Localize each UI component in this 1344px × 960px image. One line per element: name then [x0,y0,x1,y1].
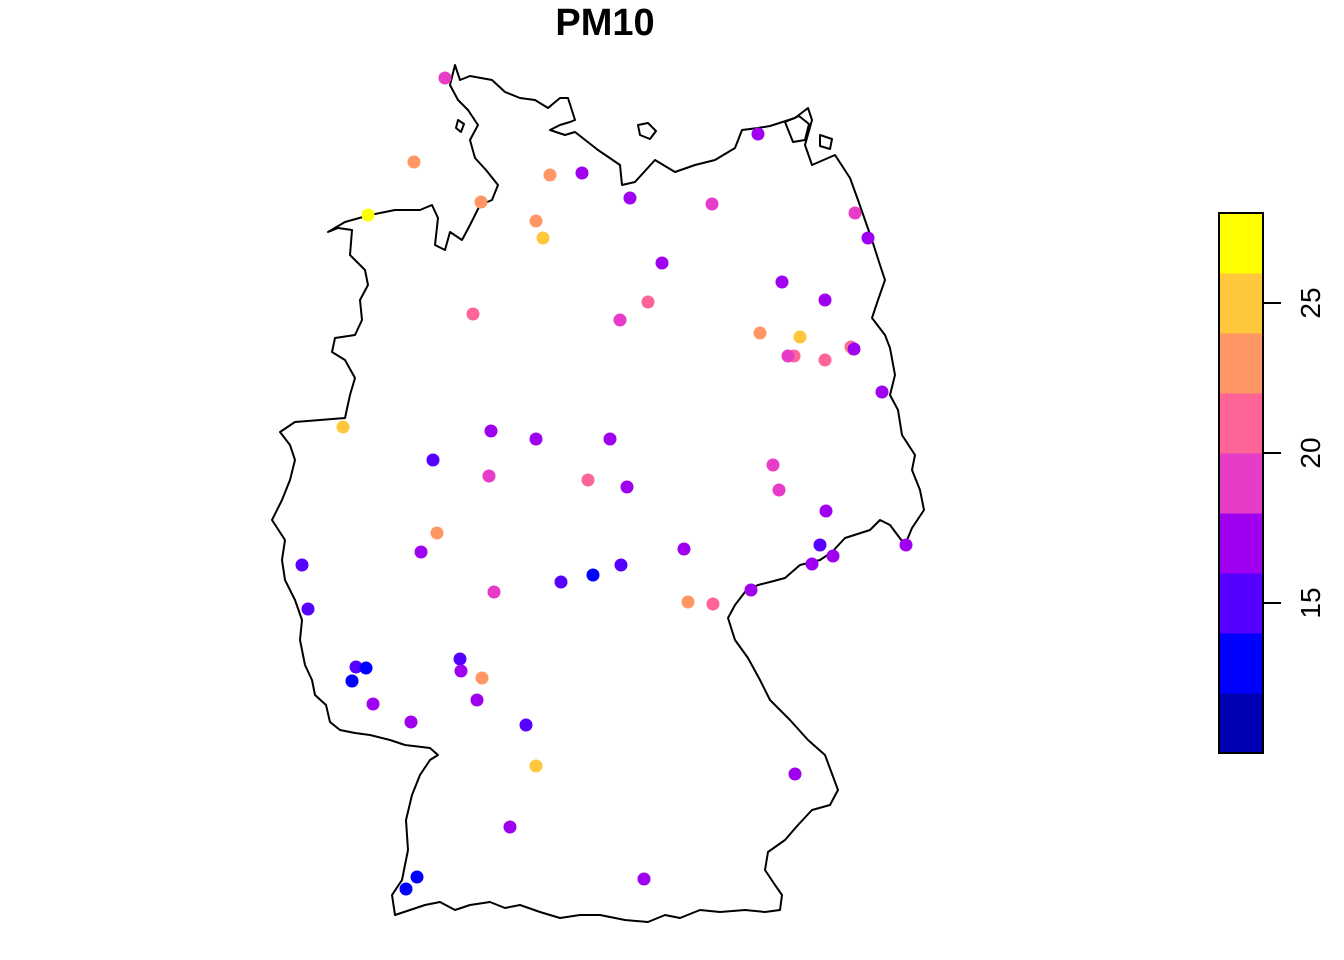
germany-border-outline [271,64,925,923]
station-point [487,585,501,599]
station-point [614,558,628,572]
station-point [603,432,617,446]
station-point [766,458,780,472]
legend-frame [1218,212,1264,754]
station-point [426,453,440,467]
station-point [482,469,496,483]
island-outline [637,122,657,140]
station-point [677,542,691,556]
station-point [470,693,484,707]
station-point [847,342,861,356]
station-point [818,293,832,307]
station-point [519,718,533,732]
station-point [453,652,467,666]
station-point [641,295,655,309]
legend-color-bin [1219,273,1263,334]
station-point [875,385,889,399]
station-point [404,715,418,729]
legend-color-bin [1219,213,1263,274]
station-point [474,195,488,209]
legend-color-bin [1219,693,1263,754]
station-point [536,231,550,245]
station-point [475,671,489,685]
color-legend: 15 20 25 [1218,212,1326,754]
station-point [466,307,480,321]
station-point [706,597,720,611]
station-point [295,558,309,572]
island-outline [784,115,810,143]
island-outline [455,119,465,133]
station-point [826,549,840,563]
station-point [529,432,543,446]
station-point [772,483,786,497]
station-point [349,660,363,674]
station-point [301,602,315,616]
station-point [751,127,765,141]
station-point [407,155,421,169]
station-point [554,575,568,589]
germany-border [271,64,925,923]
station-point [399,882,413,896]
map-title: PM10 [555,2,655,44]
station-point [345,674,359,688]
station-point [438,71,452,85]
legend-tick-label: 15 [1295,587,1326,618]
station-point [613,313,627,327]
island-outline [819,134,833,150]
station-point [781,349,795,363]
station-point [575,166,589,180]
station-point [543,168,557,182]
station-point [430,526,444,540]
station-point [775,275,789,289]
station-points [295,71,913,896]
station-point [705,197,719,211]
legend-color-bin [1219,573,1263,634]
station-point [819,504,833,518]
legend-tick-label: 20 [1295,437,1326,468]
station-point [410,870,424,884]
station-point [805,557,819,571]
station-point [681,595,695,609]
legend-color-bin [1219,513,1263,574]
station-point [454,664,468,678]
legend-color-bin [1219,633,1263,694]
station-point [788,767,802,781]
station-point [744,583,758,597]
station-point [848,206,862,220]
station-point [793,330,807,344]
station-point [414,545,428,559]
station-point [366,697,380,711]
station-point [637,872,651,886]
station-point [753,326,767,340]
station-point [623,191,637,205]
legend-color-bin [1219,333,1263,394]
station-point [586,568,600,582]
legend-color-bin [1219,393,1263,454]
station-point [861,231,875,245]
station-point [813,538,827,552]
station-point [620,480,634,494]
station-point [581,473,595,487]
station-point [529,759,543,773]
station-point [484,424,498,438]
station-point [818,353,832,367]
station-point [899,538,913,552]
legend-color-bin [1219,453,1263,514]
station-point [529,214,543,228]
legend-tick-label: 25 [1295,287,1326,318]
station-point [336,420,350,434]
station-point [359,661,373,675]
station-point [361,208,375,222]
station-point [655,256,669,270]
station-point [503,820,517,834]
